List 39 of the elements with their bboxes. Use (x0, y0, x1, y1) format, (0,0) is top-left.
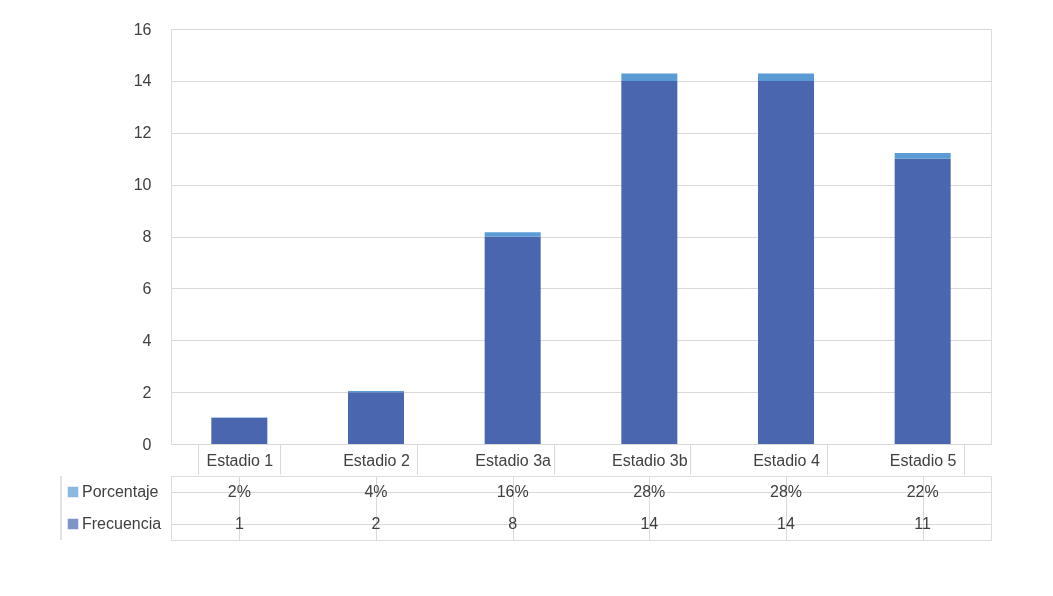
legend-label: Frecuencia (82, 515, 162, 532)
x-tick-label: Estadio 1 (206, 451, 274, 469)
bar (211, 418, 268, 444)
x-tick-label: Estadio 3b (612, 451, 688, 469)
data-label: 16% (496, 483, 529, 500)
y-tick-label: 4 (142, 331, 152, 349)
data-label: 28% (633, 483, 666, 500)
data-label: 28% (769, 483, 803, 500)
bar (484, 236, 541, 444)
bar (621, 73, 678, 81)
x-tick-label: Estadio 2 (343, 451, 410, 469)
x-tick-label: Estadio 4 (753, 451, 820, 469)
y-tick-label: 2 (142, 383, 152, 401)
data-label: 11 (914, 515, 932, 532)
y-tick-label: 14 (133, 72, 152, 90)
data-label: 1 (234, 515, 244, 532)
y-tick-label: 0 (142, 435, 152, 453)
data-label: 2 (371, 515, 381, 532)
y-tick-label: 12 (133, 124, 152, 142)
bar (621, 80, 678, 444)
x-tick-label: Estadio 5 (889, 451, 957, 469)
data-label: 22% (906, 483, 939, 500)
data-label: 8 (508, 515, 518, 532)
y-tick-label: 6 (142, 279, 152, 297)
data-label: 14 (777, 515, 795, 532)
data-label: 4% (364, 483, 388, 500)
data-label: 14 (640, 515, 659, 532)
bar (894, 158, 951, 444)
y-tick-label: 16 (133, 20, 152, 38)
bar (348, 392, 404, 444)
data-label: 2% (227, 483, 251, 500)
bar (484, 232, 541, 237)
y-tick-label: 10 (133, 176, 152, 194)
bar (758, 73, 814, 81)
legend-label: Porcentaje (82, 483, 159, 500)
bar (758, 80, 814, 444)
y-tick-label: 8 (142, 228, 152, 245)
x-tick-label: Estadio 3a (475, 451, 552, 469)
bar (894, 152, 951, 159)
